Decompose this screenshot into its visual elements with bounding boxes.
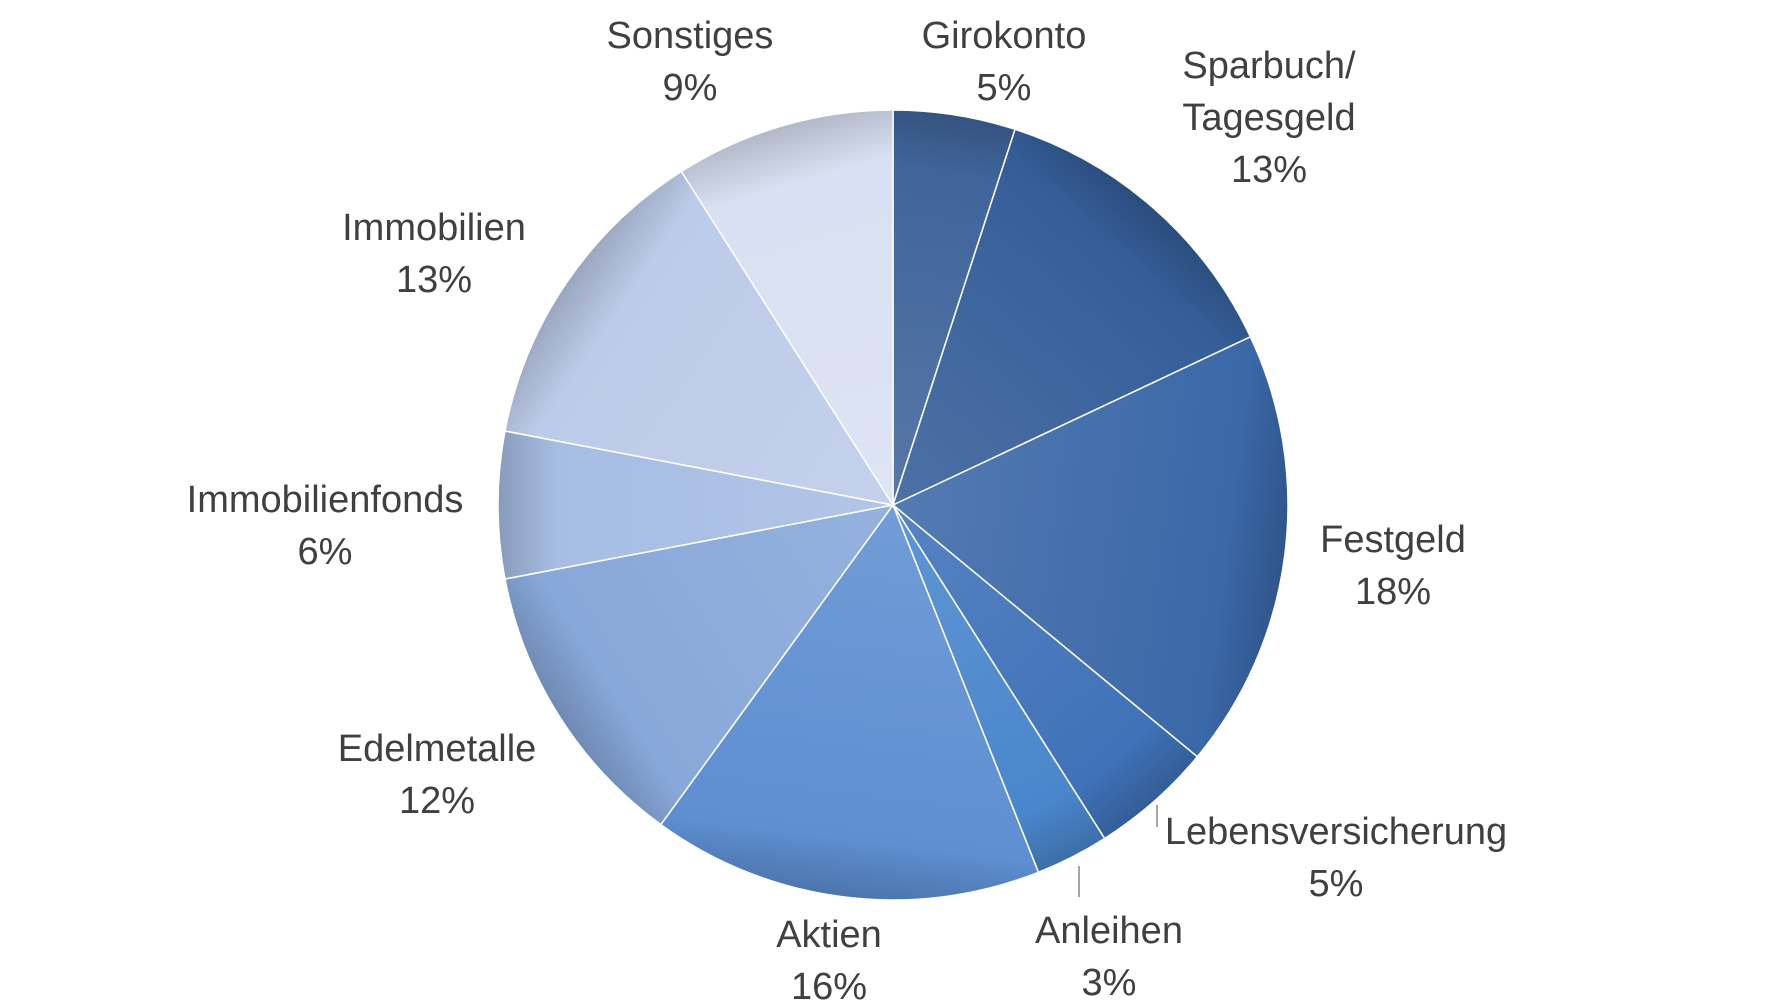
data-label-sonstiges: Sonstiges 9% — [607, 15, 774, 109]
data-label-festgeld: Festgeld 18% — [1320, 519, 1466, 613]
pie-slice-festgeld — [891, 335, 1289, 758]
label-category-line: Immobilienfonds — [187, 479, 464, 521]
pie-slice-sparbuch-tagesgeld — [891, 128, 1252, 507]
label-category-line: Girokonto — [922, 15, 1087, 57]
label-percent: 3% — [1082, 962, 1137, 1004]
label-category-line: Immobilien — [342, 207, 526, 249]
label-percent: 18% — [1355, 571, 1431, 613]
label-category-line: Tagesgeld — [1182, 97, 1355, 139]
pie-slice-edelmetalle — [504, 503, 895, 826]
data-label-girokonto: Girokonto 5% — [922, 15, 1087, 109]
pie-slice-sonstiges — [680, 109, 894, 508]
leader-lines — [1078, 805, 1158, 897]
label-percent: 9% — [663, 67, 718, 109]
data-label-immobilien: Immobilien 13% — [342, 207, 526, 301]
label-category-line: Lebensversicherung — [1165, 811, 1507, 853]
label-category-line: Sonstiges — [607, 15, 774, 57]
label-percent: 13% — [1231, 149, 1307, 191]
pie-slice-immobilien — [504, 170, 895, 507]
label-category-line: Festgeld — [1320, 519, 1466, 561]
label-category-line: Sparbuch/ — [1182, 45, 1356, 87]
data-labels: Girokonto 5% Sparbuch/Tagesgeld 13% Festgeld… — [187, 15, 1507, 1008]
label-percent: 16% — [791, 966, 867, 1008]
data-label-sparbuch-tagesgeld: Sparbuch/Tagesgeld 13% — [1182, 45, 1356, 191]
label-percent: 12% — [399, 780, 475, 822]
data-label-immobilienfonds: Immobilienfonds 6% — [187, 479, 464, 573]
data-label-aktien: Aktien 16% — [776, 914, 882, 1008]
pie-slices — [497, 109, 1289, 901]
data-label-anleihen: Anleihen 3% — [1035, 910, 1183, 1004]
label-percent: 5% — [977, 67, 1032, 109]
label-category-line: Edelmetalle — [338, 728, 537, 770]
label-category-line: Anleihen — [1035, 910, 1183, 952]
label-category-line: Aktien — [776, 914, 882, 956]
pie-slice-immobilienfonds — [497, 430, 894, 580]
label-percent: 5% — [1309, 863, 1364, 905]
label-percent: 6% — [298, 531, 353, 573]
label-percent: 13% — [396, 259, 472, 301]
pie-slice-aktien — [659, 503, 1040, 901]
data-label-lebensversicherung: Lebensversicherung 5% — [1165, 811, 1507, 905]
data-label-edelmetalle: Edelmetalle 12% — [338, 728, 537, 822]
